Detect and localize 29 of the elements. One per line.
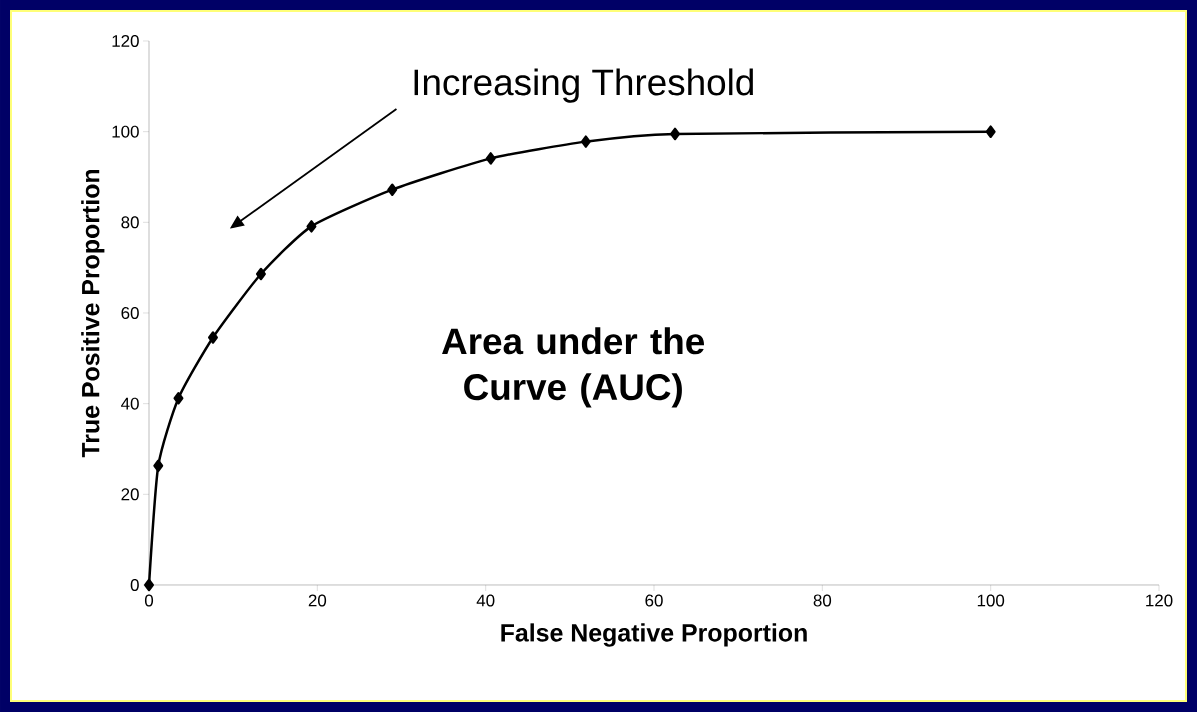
point — [173, 391, 184, 405]
point — [985, 125, 996, 138]
y-tick-label: 20 — [121, 488, 139, 501]
y-axis-title: True Positive Proportion — [81, 169, 105, 458]
point — [255, 267, 266, 281]
x-tick-label: 20 — [308, 594, 327, 607]
y-tick-label: 120 — [112, 34, 139, 47]
x-axis-title: False Negative Proportion — [501, 623, 807, 647]
y-tick-label: 60 — [121, 306, 139, 319]
annotation: Area under the Curve (AUC) — [442, 327, 705, 408]
y-tick-label: 40 — [121, 397, 139, 410]
y-tick-label: 80 — [121, 216, 139, 229]
point — [144, 578, 154, 592]
point — [670, 127, 681, 141]
x-tick-label: 40 — [476, 594, 495, 607]
annotation: Increasing Threshold — [414, 68, 753, 103]
x-tick-label: 100 — [977, 594, 1005, 607]
x-tick-label: 80 — [813, 594, 832, 607]
y-tick-label: 100 — [112, 125, 139, 138]
point — [387, 183, 398, 196]
point — [580, 135, 591, 148]
point — [306, 220, 317, 233]
point — [153, 459, 164, 472]
x-tick-label: 0 — [144, 594, 154, 607]
y-tick-label: 0 — [130, 578, 139, 591]
point — [207, 331, 218, 344]
x-tick-label: 120 — [1146, 594, 1173, 607]
x-tick-label: 60 — [645, 594, 663, 607]
point — [485, 152, 496, 165]
